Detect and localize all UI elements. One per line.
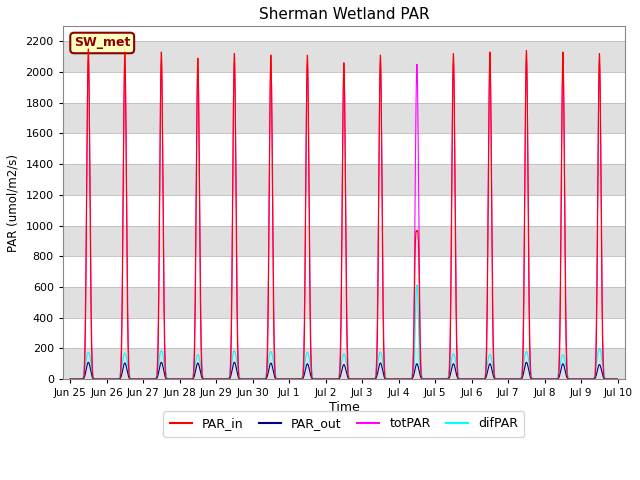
Bar (63, 103, 625, 133)
Bar (63, 287, 625, 318)
Bar (63, 348, 625, 379)
Bar (63, 164, 625, 195)
Title: Sherman Wetland PAR: Sherman Wetland PAR (259, 7, 429, 22)
X-axis label: Time: Time (328, 401, 359, 414)
Legend: PAR_in, PAR_out, totPAR, difPAR: PAR_in, PAR_out, totPAR, difPAR (163, 411, 524, 436)
Text: SW_met: SW_met (74, 36, 131, 49)
Y-axis label: PAR (umol/m2/s): PAR (umol/m2/s) (7, 154, 20, 252)
Bar (63, 41, 625, 72)
Bar (63, 226, 625, 256)
